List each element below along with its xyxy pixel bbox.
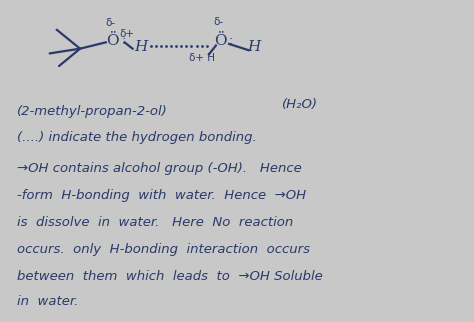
Text: between  them  which  leads  to  →OH Soluble: between them which leads to →OH Soluble: [17, 270, 323, 283]
Text: occurs.  only  H-bonding  interaction  occurs: occurs. only H-bonding interaction occur…: [17, 243, 310, 256]
Text: :: :: [229, 34, 233, 47]
Text: in  water.: in water.: [17, 295, 78, 308]
Text: →OH contains alcohol group (-OH).   Hence: →OH contains alcohol group (-OH). Hence: [17, 162, 301, 175]
Text: δ+: δ+: [119, 29, 135, 39]
Text: :: :: [121, 34, 125, 47]
Text: δ+ H: δ+ H: [189, 52, 215, 62]
Text: Ö: Ö: [107, 34, 119, 48]
Text: is  dissolve  in  water.   Here  No  reaction: is dissolve in water. Here No reaction: [17, 216, 293, 229]
Text: Ö: Ö: [214, 34, 227, 48]
Text: (H₂O): (H₂O): [282, 98, 318, 110]
Text: δ-: δ-: [213, 17, 223, 27]
Text: (....) indicate the hydrogen bonding.: (....) indicate the hydrogen bonding.: [17, 131, 256, 144]
Text: -form  H-bonding  with  water.  Hence  →OH: -form H-bonding with water. Hence →OH: [17, 189, 306, 202]
Text: H: H: [134, 40, 147, 54]
Text: (2-methyl-propan-2-ol): (2-methyl-propan-2-ol): [17, 105, 168, 118]
Text: δ-: δ-: [105, 18, 116, 28]
Text: H: H: [247, 40, 260, 54]
